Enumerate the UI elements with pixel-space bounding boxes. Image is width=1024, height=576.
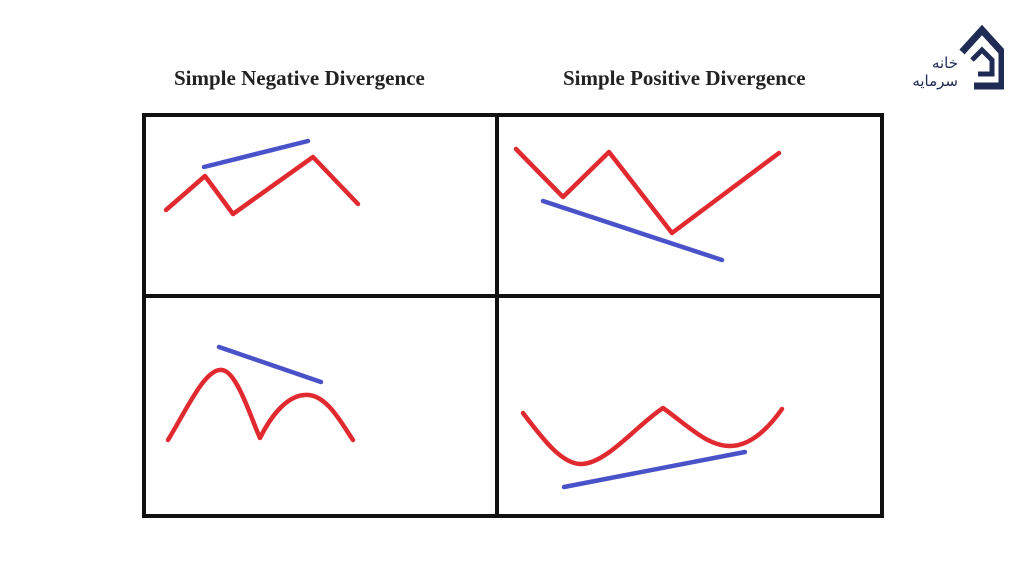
logo-text-line1: خانه (931, 54, 958, 72)
positive-curve-indicator-line (561, 449, 748, 490)
logo-text-line2: سرمایه (912, 72, 958, 90)
brand-logo: خانه سرمایه (888, 22, 1004, 94)
positive-zigzag-price-line (513, 146, 782, 236)
house-logo-icon (959, 24, 1004, 90)
positive-zigzag-indicator-line (540, 198, 725, 263)
positive-divergence-heading: Simple Positive Divergence (563, 66, 806, 90)
positive-curve-price-line (520, 405, 785, 467)
negative-divergence-heading: Simple Negative Divergence (174, 66, 425, 90)
negative-curve-price-line (165, 367, 356, 443)
negative-curve-indicator-line (216, 344, 324, 385)
grid-outer-border (142, 113, 884, 518)
negative-zigzag-price-line (163, 154, 361, 217)
negative-zigzag-indicator-line (201, 138, 311, 170)
divergence-grid (142, 113, 884, 518)
